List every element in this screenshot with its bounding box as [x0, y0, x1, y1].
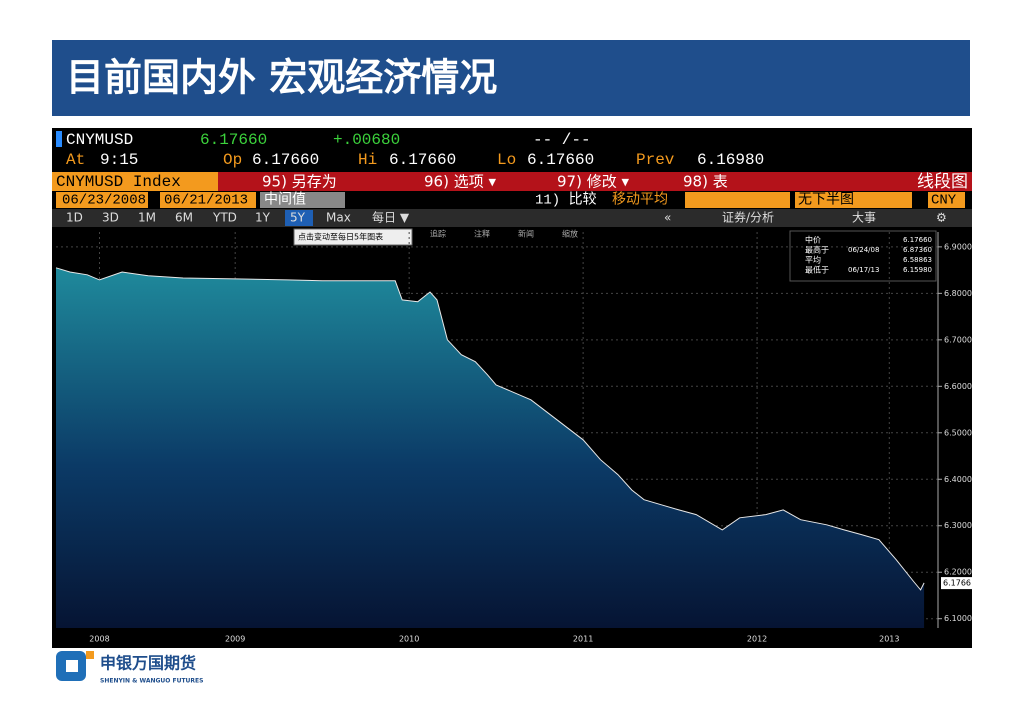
logo-icon-inner — [66, 660, 78, 672]
tooltip: 点击变动至每日5年图表 — [298, 232, 383, 242]
field-box[interactable] — [260, 192, 345, 208]
quote-label: Prev — [636, 151, 675, 169]
tool[interactable]: 注释 — [474, 229, 490, 239]
x-tick-label: 2010 — [399, 635, 419, 644]
date-box[interactable] — [160, 192, 256, 208]
currency[interactable]: CNY — [931, 193, 957, 209]
x-axis-bg — [52, 628, 972, 648]
moving-average[interactable]: 移动平均 — [612, 192, 668, 209]
legend-date: 06/17/13 — [848, 266, 879, 274]
last-value-label: 6.1766 — [943, 579, 971, 588]
index-box — [52, 172, 218, 191]
x-tick-label: 2012 — [747, 635, 767, 644]
legend-label: 中价 — [805, 235, 821, 245]
range-button[interactable]: YTD — [212, 211, 237, 225]
menu-item[interactable]: 96) 选项 ▾ — [424, 173, 496, 191]
end-date[interactable]: 06/21/2013 — [164, 193, 248, 209]
menu-item[interactable]: 95) 另存为 — [262, 173, 337, 191]
quote-label: Lo — [497, 151, 516, 169]
last-price: 6.17660 — [200, 131, 267, 149]
collapse[interactable]: « — [664, 211, 671, 225]
x-tick-label: 2009 — [225, 635, 245, 644]
events[interactable]: 大事 — [852, 211, 876, 225]
legend-value: 6.58863 — [903, 256, 932, 264]
range-button[interactable]: 5Y — [290, 211, 306, 225]
legend-label: 平均 — [805, 255, 821, 265]
bid-ask: -- /-- — [533, 131, 591, 149]
change: +.00680 — [333, 131, 400, 149]
area — [56, 267, 925, 628]
quote-label: Op — [223, 151, 242, 169]
y-tick-label: 6.6000 — [944, 382, 972, 391]
legend-date: 06/24/08 — [848, 246, 879, 254]
lower-chart[interactable]: 无下半图 — [798, 192, 854, 209]
menu-item[interactable]: 98) 表 — [683, 173, 728, 191]
range-button[interactable]: Max — [326, 211, 351, 225]
quote-value: 6.16980 — [697, 151, 764, 169]
x-tick-label: 2011 — [573, 635, 593, 644]
legend-label: 最高于 — [805, 245, 829, 255]
analysis[interactable]: 证券/分析 — [722, 210, 774, 225]
range-button[interactable]: 3D — [102, 211, 119, 225]
title-bar — [52, 40, 970, 116]
legend-box — [789, 230, 937, 282]
y-tick-label: 6.2000 — [944, 568, 972, 577]
x-tick-label: 2013 — [879, 635, 899, 644]
range-button[interactable]: 1D — [66, 211, 83, 225]
quote-value: 6.17660 — [252, 151, 319, 169]
range-selected[interactable] — [285, 210, 313, 226]
quote-value: 6.17660 — [527, 151, 594, 169]
last-value-box — [941, 577, 974, 590]
tool[interactable]: 缩放 — [562, 229, 578, 239]
settings[interactable]: ⚙ — [936, 211, 947, 225]
range-button[interactable]: 6M — [175, 211, 193, 225]
range-bar — [52, 209, 972, 227]
company-name: 申银万国期货 — [100, 654, 196, 673]
slide-title: 目前国内外 宏观经济情况 — [66, 56, 497, 100]
field[interactable]: 中间值 — [264, 192, 306, 209]
ma-box[interactable] — [685, 192, 790, 208]
frequency[interactable]: 每日 ▼ — [372, 210, 410, 225]
tool[interactable]: 追踪 — [430, 229, 446, 239]
quote-value: 9:15 — [100, 151, 138, 169]
menu-item[interactable]: 97) 修改 ▾ — [557, 173, 629, 191]
menu-bar — [218, 172, 972, 191]
line — [55, 267, 925, 591]
logo-dot — [86, 651, 94, 659]
cursor — [56, 131, 62, 147]
y-tick-label: 6.4000 — [944, 475, 972, 484]
quote-label: Hi — [358, 151, 377, 169]
tooltip-box — [293, 228, 413, 246]
compare[interactable]: 11) 比较 — [535, 192, 597, 209]
date-box[interactable] — [56, 192, 148, 208]
quote-value: 6.17660 — [389, 151, 456, 169]
range-button[interactable]: 1M — [138, 211, 156, 225]
currency-box[interactable] — [928, 192, 965, 208]
start-date[interactable]: 06/23/2008 — [62, 193, 146, 209]
company-en: SHENYIN & WANGUO FUTURES — [100, 678, 203, 685]
x-tick-label: 2008 — [89, 635, 109, 644]
legend-value: 6.87360 — [903, 246, 932, 254]
legend-label: 最低于 — [805, 265, 829, 275]
y-axis-bg — [938, 227, 972, 628]
y-tick-label: 6.7000 — [944, 335, 972, 344]
y-tick-label: 6.1000 — [944, 614, 972, 623]
index-label: CNYMUSD Index — [56, 173, 181, 191]
tool[interactable]: 新闻 — [518, 229, 534, 239]
quote-label: At — [66, 151, 85, 169]
legend-value: 6.17660 — [903, 236, 932, 244]
ticker: CNYMUSD — [66, 131, 133, 149]
y-tick-label: 6.5000 — [944, 428, 972, 437]
legend-value: 6.15980 — [903, 266, 932, 274]
y-tick-label: 6.3000 — [944, 521, 972, 530]
chart-type[interactable]: 线段图 — [917, 172, 968, 192]
y-tick-label: 6.9000 — [944, 242, 972, 251]
range-button[interactable]: 1Y — [255, 211, 271, 225]
lower-box[interactable] — [795, 192, 912, 208]
y-tick-label: 6.8000 — [944, 289, 972, 298]
